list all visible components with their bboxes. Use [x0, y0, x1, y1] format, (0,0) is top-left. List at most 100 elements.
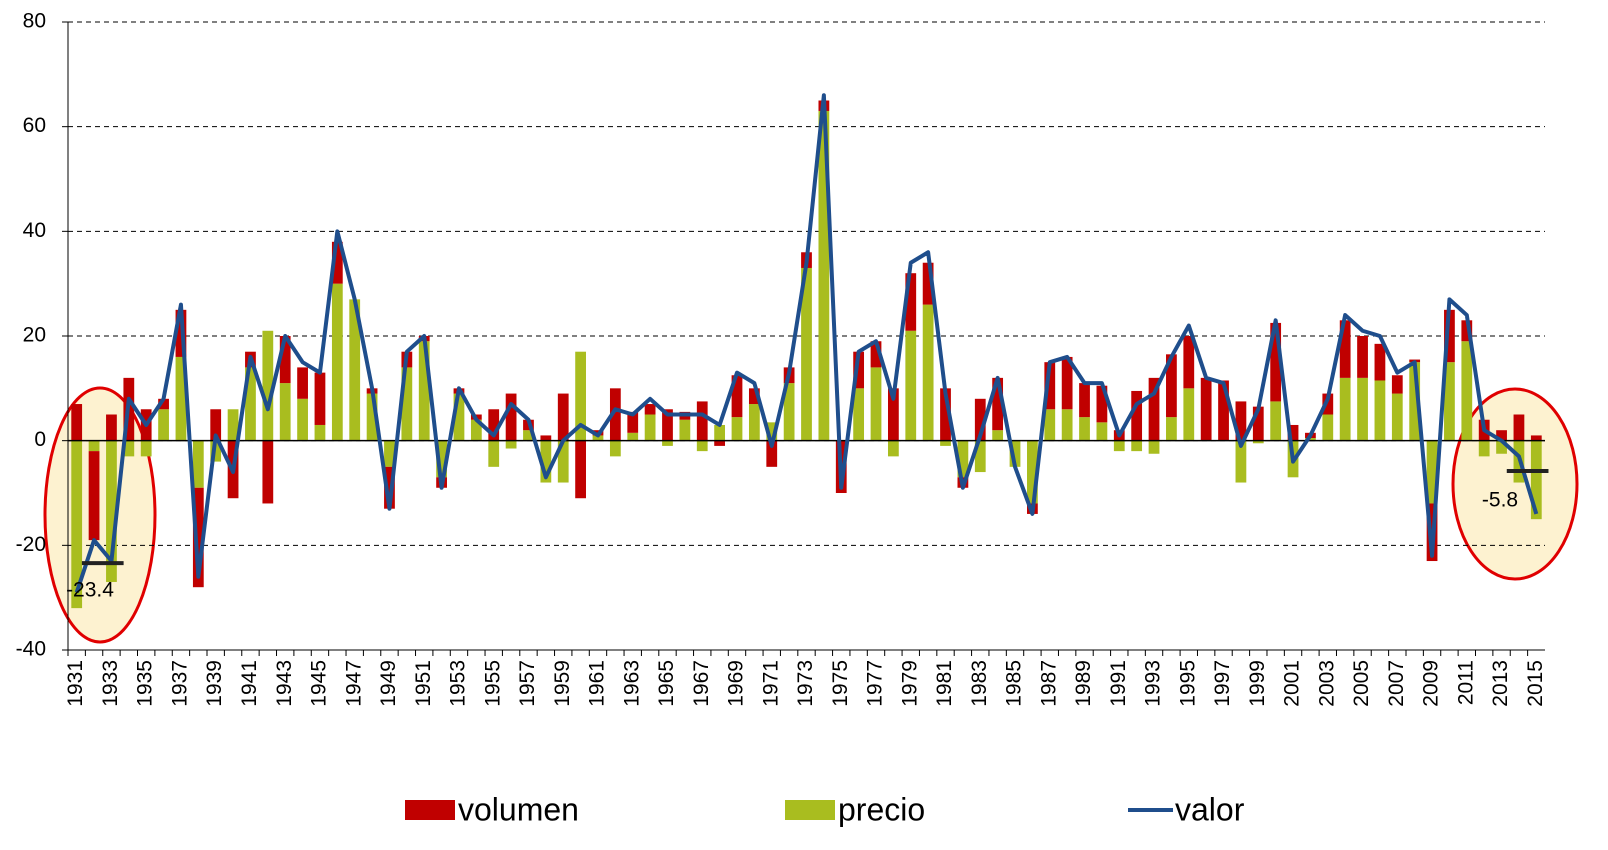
legend-swatch — [405, 800, 455, 820]
y-tick-label: 80 — [23, 10, 46, 33]
bar — [905, 273, 917, 331]
bar — [575, 351, 586, 441]
bar — [940, 388, 951, 441]
bar — [1339, 377, 1351, 441]
x-tick-label: 1945 — [308, 660, 331, 707]
bar — [748, 404, 760, 441]
bar — [88, 451, 100, 541]
x-tick-label: 1965 — [655, 660, 678, 707]
bar — [1305, 438, 1316, 441]
bar — [1183, 336, 1195, 389]
bar — [540, 440, 552, 483]
x-tick-label: 1995 — [1176, 660, 1199, 707]
bar — [714, 424, 726, 441]
bar — [175, 356, 187, 441]
y-tick-label: 40 — [23, 219, 46, 242]
bar — [470, 419, 482, 441]
bar — [505, 440, 517, 449]
bar — [1079, 417, 1090, 441]
x-tick-label: 1997 — [1211, 660, 1234, 707]
bar — [245, 367, 256, 441]
bar — [1322, 393, 1334, 415]
bar — [887, 440, 899, 457]
bar — [384, 466, 395, 509]
x-tick-label: 2015 — [1524, 660, 1547, 707]
bar — [905, 330, 917, 441]
bar — [992, 430, 1004, 441]
bar — [262, 330, 274, 441]
bar — [696, 440, 708, 452]
bar — [1148, 377, 1160, 441]
bar — [1148, 440, 1160, 454]
bar — [279, 336, 291, 384]
bar — [1530, 440, 1542, 520]
bar — [992, 377, 1004, 431]
legend-label: volumen — [458, 791, 579, 827]
bar — [627, 432, 639, 441]
y-tick-label: -40 — [16, 638, 46, 661]
x-tick-label: 1931 — [64, 660, 87, 707]
bar — [106, 414, 117, 441]
bar — [609, 440, 621, 457]
bar — [818, 110, 830, 441]
x-tick-label: 1943 — [273, 660, 296, 707]
bar — [1096, 385, 1108, 423]
bar — [314, 372, 326, 425]
bars — [68, 100, 1545, 609]
x-tick-label: 2013 — [1489, 660, 1512, 707]
bar — [714, 440, 726, 446]
y-tick-label: -20 — [16, 533, 46, 556]
bar — [731, 375, 743, 418]
bar — [123, 440, 135, 457]
x-tick-label: 1981 — [933, 660, 956, 707]
bar — [1252, 440, 1264, 444]
x-tick-label: 1969 — [725, 660, 748, 707]
bar — [279, 383, 291, 441]
bar — [748, 388, 760, 405]
bar — [505, 393, 517, 441]
bar — [662, 409, 673, 441]
bar — [1061, 356, 1073, 410]
bar — [974, 440, 986, 473]
bar — [1461, 341, 1473, 441]
bar — [1166, 417, 1177, 441]
bar — [731, 417, 743, 441]
bar — [1131, 390, 1143, 441]
bar — [1374, 380, 1386, 441]
bar — [71, 440, 83, 609]
bar — [192, 487, 204, 588]
bar — [1339, 320, 1351, 378]
bar — [453, 393, 465, 441]
bar — [922, 304, 934, 441]
x-tick-label: 2003 — [1315, 660, 1338, 707]
bar — [140, 440, 152, 457]
bar — [1009, 440, 1021, 467]
bar — [557, 393, 569, 441]
bar — [1496, 430, 1507, 441]
x-tick-label: 2001 — [1281, 660, 1304, 707]
line-series — [74, 93, 1539, 594]
bar — [974, 398, 986, 441]
bar — [227, 409, 239, 441]
x-tick-label: 1957 — [516, 660, 539, 707]
bar — [1113, 440, 1125, 452]
bar — [331, 241, 343, 284]
x-tick-label: 1989 — [1072, 660, 1095, 707]
bar — [1357, 377, 1368, 441]
bar — [1044, 362, 1056, 410]
bar — [627, 411, 639, 433]
bar — [488, 409, 500, 441]
x-tick-label: 1949 — [377, 660, 400, 707]
bar — [1461, 320, 1473, 342]
bar — [644, 404, 656, 415]
bar — [158, 398, 169, 410]
x-tick-label: 1979 — [898, 660, 921, 707]
x-tick-label: 1953 — [447, 660, 470, 707]
bar — [1270, 322, 1282, 402]
bar — [436, 440, 447, 478]
grid — [62, 21, 1545, 656]
bar — [783, 383, 795, 441]
x-tick-label: 1959 — [551, 660, 574, 707]
bar — [644, 414, 656, 441]
